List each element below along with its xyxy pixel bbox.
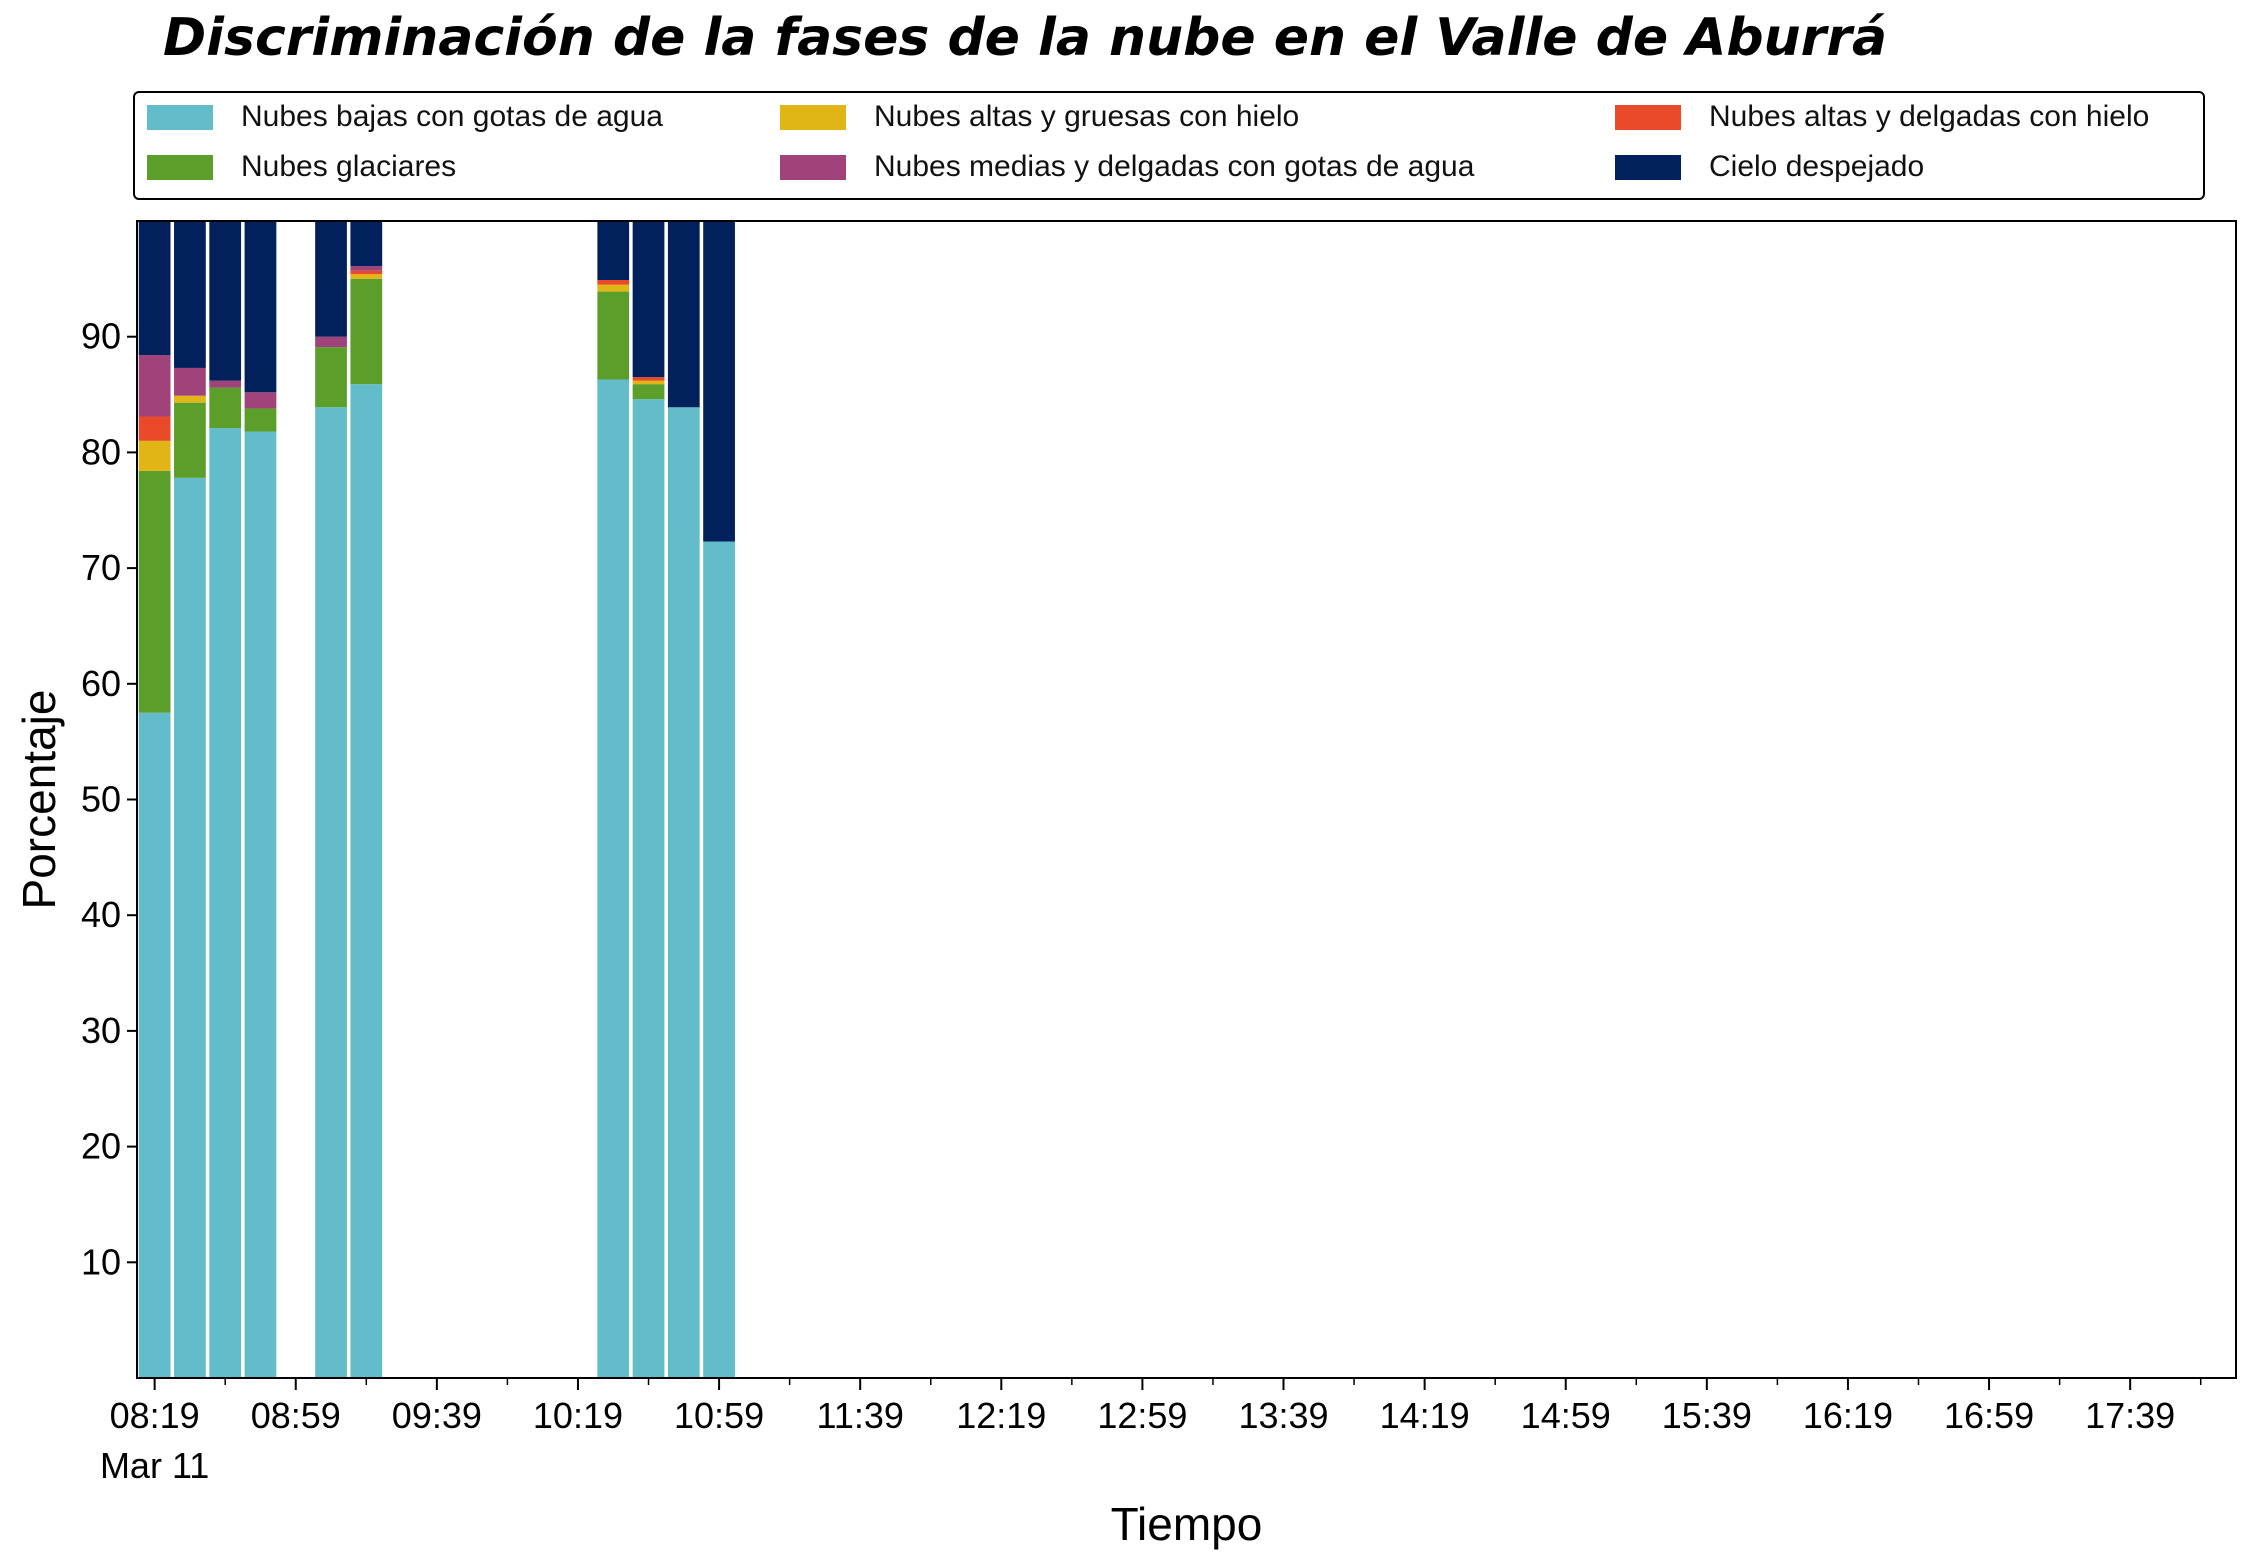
y-tick-label: 70: [81, 547, 121, 588]
y-tick-label: 90: [81, 316, 121, 357]
legend-label: Nubes medias y delgadas con gotas de agu…: [874, 150, 1475, 183]
x-tick-label: 08:19: [110, 1395, 200, 1436]
y-tick-label: 30: [81, 1010, 121, 1051]
bar-segment: [350, 270, 383, 275]
legend-item: Nubes medias y delgadas con gotas de agu…: [780, 147, 1474, 187]
x-tick-label: 16:19: [1803, 1395, 1893, 1436]
bar-segment: [597, 221, 630, 281]
bar-segment: [174, 367, 206, 396]
bar-segment: [597, 284, 630, 292]
bar-segment: [138, 355, 171, 417]
bar-segment: [350, 384, 383, 1378]
bar-segment: [315, 221, 347, 337]
y-tick-label: 10: [81, 1241, 121, 1282]
x-tick-label: 12:19: [956, 1395, 1046, 1436]
bar-segment: [209, 221, 242, 381]
bar-segment: [138, 440, 171, 471]
bar-segment: [209, 387, 242, 429]
y-tick-label: 60: [81, 663, 121, 704]
chart-legend: Nubes bajas con gotas de agua Nubes glaci…: [133, 91, 2205, 200]
bar-segment: [138, 221, 171, 356]
bar-segment: [350, 266, 383, 271]
bar-segment: [632, 380, 665, 385]
bar-segment: [174, 402, 206, 478]
bars: [138, 221, 735, 1379]
bar-segment: [350, 278, 383, 385]
legend-label: Nubes altas y delgadas con hielo: [1709, 100, 2150, 133]
bar-segment: [174, 221, 206, 368]
y-axis-label: Porcentaje: [13, 690, 65, 910]
bar-segment: [597, 291, 630, 380]
bar-segment: [667, 407, 700, 1378]
x-date-label: Mar 11: [100, 1445, 209, 1486]
x-axis-label: Tiempo: [1111, 1498, 1263, 1550]
bar-segment: [315, 407, 347, 1378]
bar-segment: [703, 541, 735, 1378]
legend-swatch: [147, 104, 213, 130]
x-tick-label: 10:59: [674, 1395, 764, 1436]
bar-segment: [315, 347, 347, 408]
bar-segment: [597, 280, 630, 285]
bar-segment: [703, 221, 735, 542]
legend-swatch: [780, 154, 846, 180]
bar-segment: [632, 377, 665, 381]
bar-segment: [244, 431, 277, 1378]
y-tick-label: 50: [81, 779, 121, 820]
x-tick-label: 14:59: [1521, 1395, 1611, 1436]
bar-segment: [244, 221, 277, 393]
x-tick-label: 14:19: [1380, 1395, 1470, 1436]
legend-swatch: [147, 154, 213, 180]
legend-label: Nubes altas y gruesas con hielo: [874, 100, 1300, 133]
bar-segment: [174, 395, 206, 403]
x-tick-label: 13:39: [1238, 1395, 1328, 1436]
bar-segment: [174, 477, 206, 1379]
y-tick-label: 80: [81, 431, 121, 472]
bar-segment: [209, 428, 242, 1379]
x-tick-label: 10:19: [533, 1395, 623, 1436]
legend-label: Nubes glaciares: [241, 150, 457, 183]
bar-segment: [138, 470, 171, 713]
x-tick-label: 15:39: [1662, 1395, 1752, 1436]
plot-frame: [136, 220, 2237, 1379]
legend-item: Nubes bajas con gotas de agua: [147, 97, 663, 137]
bar-segment: [632, 399, 665, 1378]
legend-swatch: [1615, 154, 1681, 180]
legend-label: Cielo despejado: [1709, 150, 1925, 183]
legend-item: Nubes glaciares: [147, 147, 456, 187]
x-tick-label: 17:39: [2085, 1395, 2175, 1436]
x-tick-label: 12:59: [1097, 1395, 1187, 1436]
bar-segment: [597, 379, 630, 1378]
bar-segment: [244, 392, 277, 409]
legend-swatch: [1615, 104, 1681, 130]
x-tick-label: 08:59: [251, 1395, 341, 1436]
bar-segment: [138, 416, 171, 441]
legend-label: Nubes bajas con gotas de agua: [241, 100, 663, 133]
bar-segment: [350, 274, 383, 279]
legend-item: Nubes altas y delgadas con hielo: [1615, 97, 2149, 137]
x-tick-label: 09:39: [392, 1395, 482, 1436]
bar-segment: [350, 221, 383, 267]
legend-item: Nubes altas y gruesas con hielo: [780, 97, 1299, 137]
y-tick-label: 20: [81, 1126, 121, 1167]
bar-segment: [209, 380, 242, 388]
bar-segment: [244, 408, 277, 432]
chart-title: Discriminación de la fases de la nube en…: [163, 8, 1888, 68]
x-tick-label: 16:59: [1944, 1395, 2034, 1436]
bar-segment: [138, 712, 171, 1378]
x-tick-label: 11:39: [816, 1395, 903, 1436]
legend-swatch: [780, 104, 846, 130]
bar-segment: [315, 336, 347, 348]
bar-segment: [632, 384, 665, 400]
bar-segment: [632, 221, 665, 378]
bar-segment: [667, 221, 700, 408]
legend-item: Cielo despejado: [1615, 147, 1924, 187]
y-tick-label: 40: [81, 894, 121, 935]
